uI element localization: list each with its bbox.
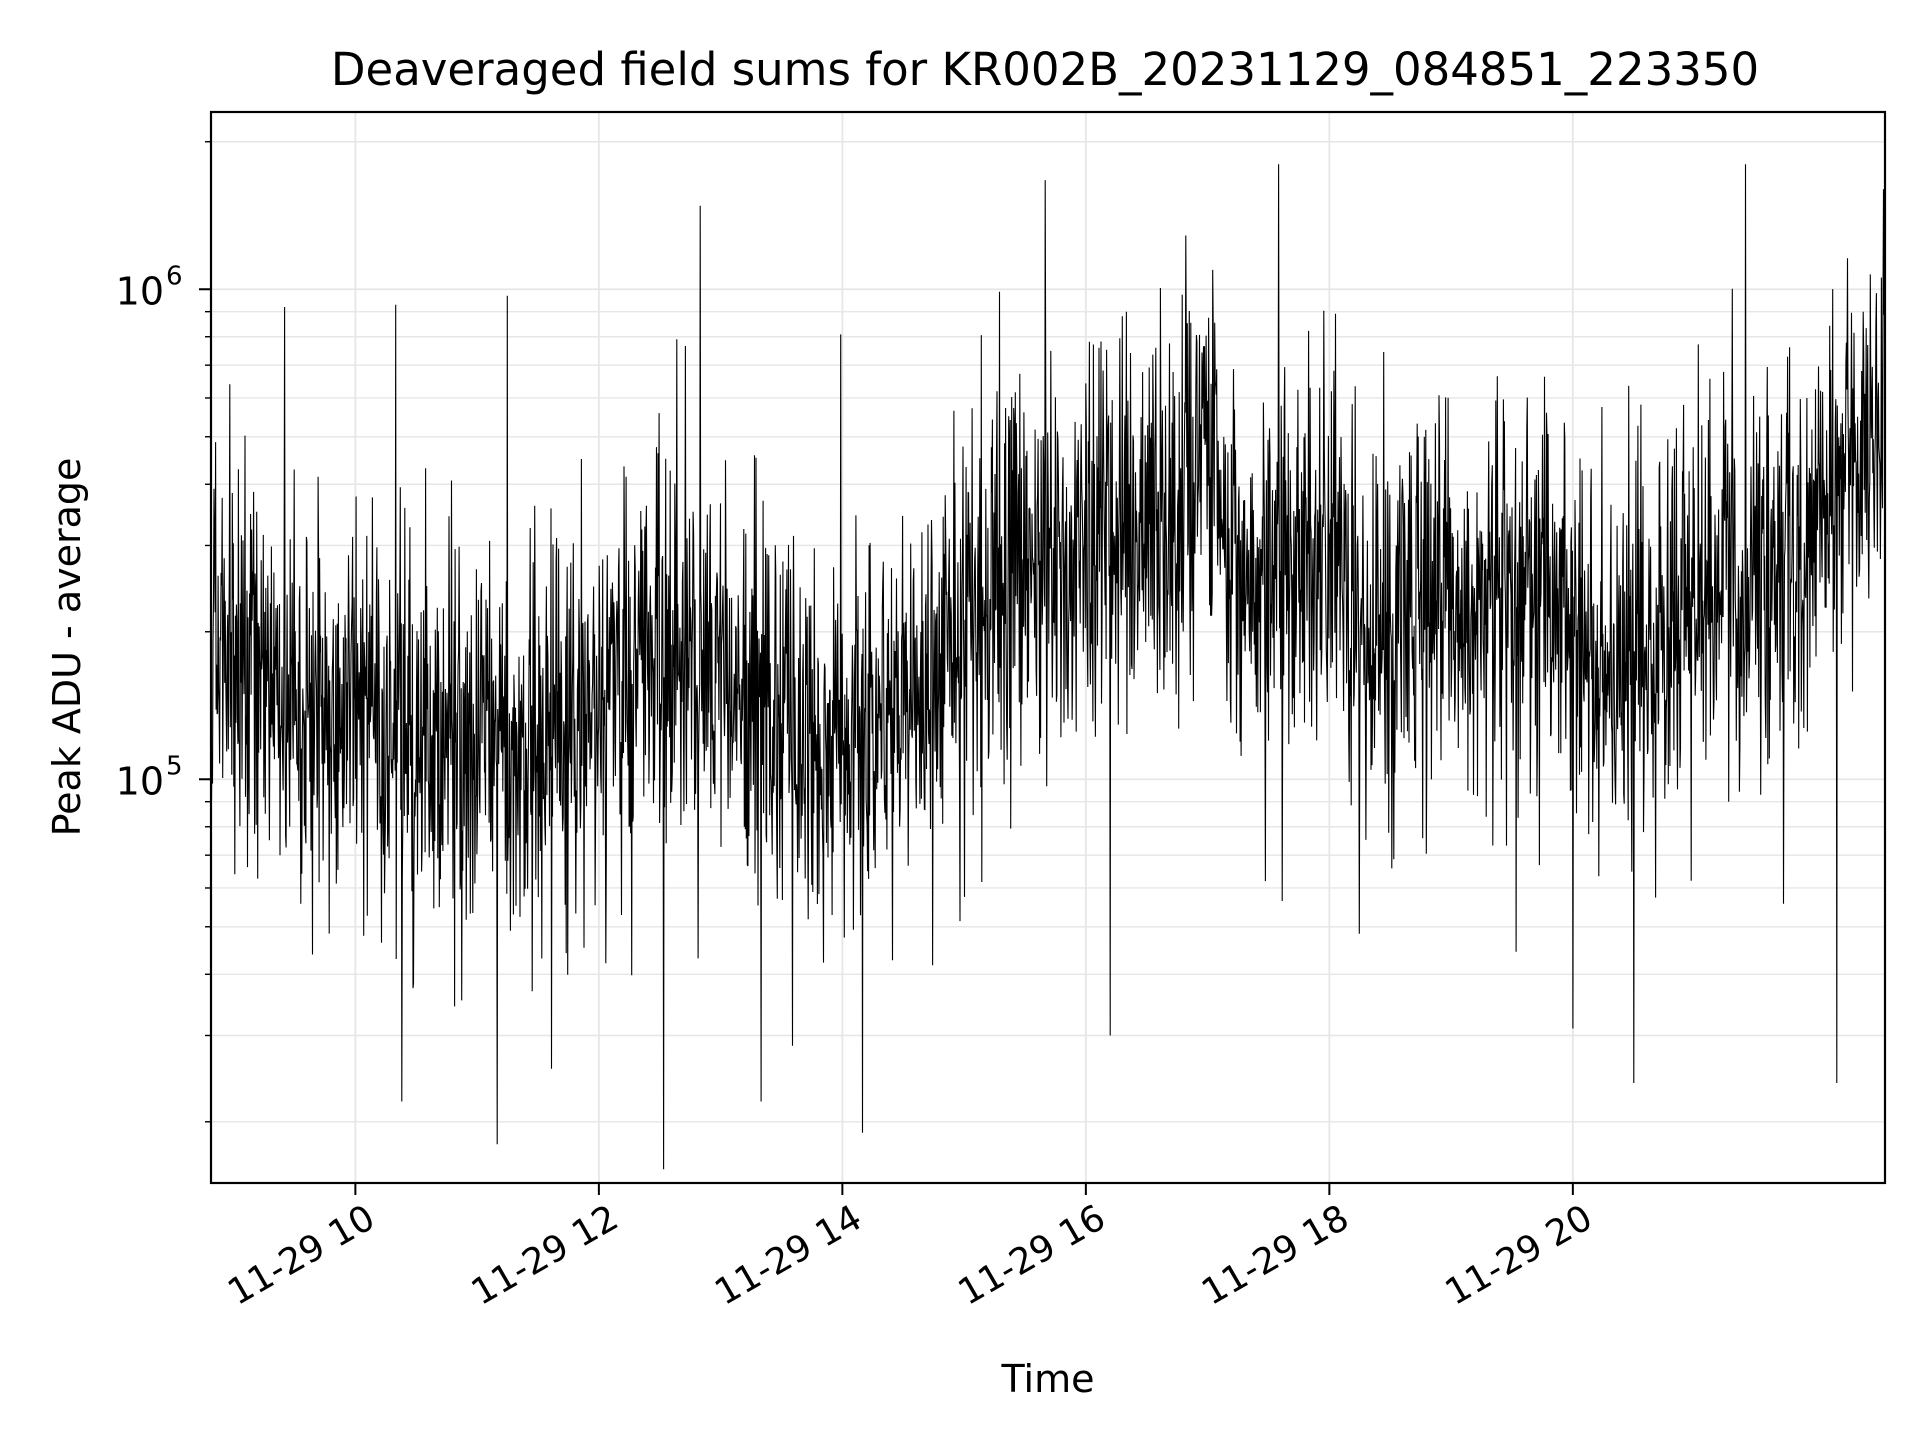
x-tick-label: 11-29 12 (465, 1197, 626, 1313)
data-area (210, 164, 1886, 1170)
x-axis: 11-29 10 11-29 12 11-29 14 11-29 16 11-29 18… (221, 1183, 1599, 1314)
series-line (210, 164, 1886, 1170)
x-axis-label: Time (1001, 1357, 1095, 1401)
x-tick-label: 11-29 10 (221, 1197, 382, 1313)
y-axis-label: Peak ADU - average (45, 458, 89, 837)
x-tick-label: 11-29 14 (708, 1197, 869, 1313)
y-tick-exponent: 5 (166, 751, 183, 781)
chart-title: Deaveraged field sums for KR002B_2023112… (331, 43, 1759, 96)
x-tick-label: 11-29 20 (1439, 1197, 1600, 1313)
x-tick-label: 11-29 16 (952, 1197, 1113, 1313)
y-tick-label: 10 (116, 269, 164, 313)
plot-frame (209, 110, 1887, 1185)
y-tick-label: 10 (116, 759, 164, 803)
x-tick-label: 11-29 18 (1195, 1197, 1356, 1313)
y-tick-exponent: 6 (166, 261, 183, 291)
